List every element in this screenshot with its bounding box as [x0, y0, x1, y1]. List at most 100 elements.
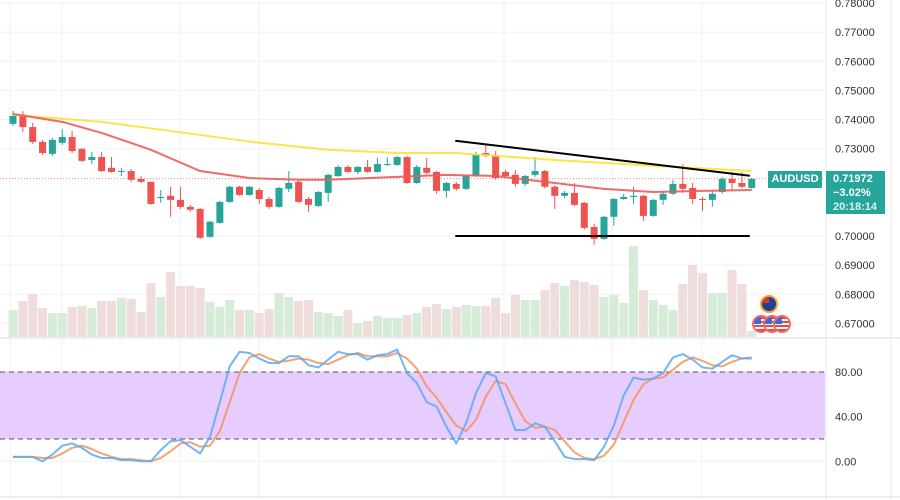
- candle-body: [364, 166, 372, 172]
- volume-bar: [560, 286, 570, 337]
- stochastic-tick-label: 80.00: [835, 367, 863, 379]
- candle-body: [462, 176, 470, 189]
- volume-bar: [244, 310, 254, 337]
- candle-body: [295, 181, 303, 202]
- candle-body: [305, 199, 312, 205]
- volume-bar: [205, 302, 215, 337]
- volume-bar: [116, 298, 126, 337]
- candle-body: [541, 171, 549, 187]
- candle-body: [383, 164, 391, 166]
- volume-bar: [235, 310, 245, 337]
- volume-bar: [333, 316, 343, 337]
- volume-bar: [274, 293, 284, 337]
- volume-bar: [717, 293, 727, 337]
- last-price-box: 0.71972 −3.02% 20:18:14: [826, 171, 885, 214]
- moving-average-slow: [12, 113, 752, 173]
- volume-bar: [579, 282, 589, 337]
- candle-body: [580, 202, 588, 228]
- candle-body: [226, 186, 234, 202]
- candle-body: [728, 178, 736, 183]
- volume-bar: [530, 300, 540, 337]
- candle-body: [275, 187, 283, 207]
- candle-body: [620, 196, 628, 200]
- candle-body: [88, 157, 96, 160]
- candle-body: [590, 226, 598, 239]
- volume-bar: [698, 273, 707, 337]
- candle-body: [472, 155, 480, 177]
- volume-bar: [501, 313, 510, 337]
- candle-body: [324, 174, 332, 193]
- volume-bar: [264, 309, 274, 337]
- volume-bar: [550, 283, 560, 337]
- candle-body: [630, 195, 638, 197]
- stochastic-k-line: [13, 348, 752, 463]
- volume-bar: [215, 307, 225, 337]
- candle-body: [699, 199, 706, 201]
- volume-bar: [28, 294, 38, 337]
- candle-body: [669, 183, 677, 194]
- candle-body: [511, 174, 519, 184]
- candle-body: [157, 196, 165, 198]
- candle-body: [748, 178, 756, 188]
- candle-body: [236, 186, 244, 195]
- candle-body: [531, 171, 539, 175]
- candle-body: [9, 116, 17, 124]
- candle-body: [176, 199, 184, 207]
- price-tick-label: 0.67000: [835, 318, 875, 330]
- candle-body: [393, 157, 401, 165]
- volume-bar: [520, 300, 530, 337]
- candle-body: [600, 216, 608, 239]
- candle-body: [68, 136, 76, 151]
- volume-bar: [402, 315, 412, 337]
- volume-bar: [185, 286, 195, 337]
- volume-bar: [382, 318, 392, 337]
- volume-bar: [363, 321, 373, 337]
- volume-bar: [136, 312, 146, 337]
- candle-body: [29, 127, 37, 142]
- candle-body: [117, 171, 125, 173]
- volume-bar: [284, 297, 294, 337]
- candle-body: [285, 182, 293, 189]
- volume-bar: [491, 298, 501, 337]
- price-axis[interactable]: 0.78000 0.77000 0.76000 0.75000 0.74000 0.730…: [835, 0, 875, 468]
- candle-body: [98, 157, 106, 172]
- stochastic-d-line: [13, 351, 752, 463]
- volume-bar: [451, 307, 461, 337]
- candle-body: [216, 201, 224, 223]
- candle-body: [492, 155, 500, 179]
- us-event-flag-icon[interactable]: [773, 315, 791, 333]
- australia-event-flag-icon[interactable]: [760, 295, 778, 313]
- volume-bar: [294, 301, 304, 337]
- candle-body: [186, 206, 194, 210]
- volume-bar: [609, 295, 619, 337]
- candle-body: [147, 181, 155, 204]
- candle-body: [679, 183, 687, 189]
- volume-bar: [481, 306, 491, 337]
- price-tick-label: 0.73000: [835, 144, 875, 156]
- volume-bar: [166, 272, 176, 337]
- volume-bar: [412, 313, 422, 337]
- candle-body: [403, 157, 411, 183]
- candle-body: [708, 193, 716, 200]
- volume-bar: [599, 297, 609, 337]
- volume-bar: [441, 309, 451, 337]
- volume-bar: [87, 308, 97, 337]
- volume-bar: [688, 265, 698, 337]
- volume-bar: [707, 293, 717, 337]
- volume-bar: [323, 313, 333, 337]
- price-tick-label: 0.74000: [835, 115, 875, 127]
- volume-bar: [461, 305, 471, 337]
- bar-countdown: 20:18:14: [833, 201, 878, 213]
- candle-body: [354, 166, 362, 172]
- volume-bar: [510, 295, 520, 337]
- candle-body: [659, 193, 667, 200]
- candle-body: [39, 141, 47, 153]
- candle-body: [433, 171, 441, 191]
- change-percent: −3.02%: [833, 187, 871, 199]
- symbol-tag: AUDUSD: [768, 171, 822, 188]
- volume-bar: [658, 305, 668, 337]
- stochastic-band: [0, 371, 825, 439]
- trendline-descending-resistance: [455, 139, 750, 177]
- volume-bar: [353, 323, 363, 337]
